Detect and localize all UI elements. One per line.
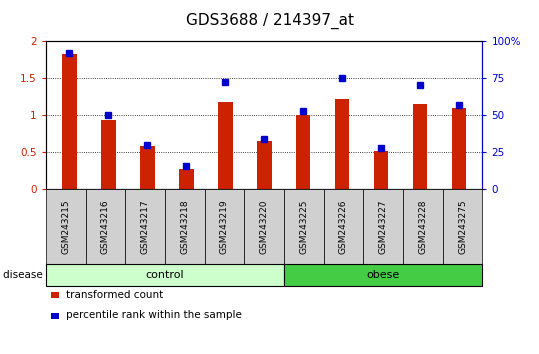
Bar xyxy=(296,115,310,189)
Text: GSM243226: GSM243226 xyxy=(339,199,348,254)
Text: GSM243225: GSM243225 xyxy=(299,199,308,254)
Bar xyxy=(218,102,232,189)
Bar xyxy=(452,108,466,189)
Bar xyxy=(335,99,349,189)
Text: control: control xyxy=(146,270,184,280)
Text: obese: obese xyxy=(367,270,400,280)
Text: GSM243227: GSM243227 xyxy=(379,199,388,254)
Text: GSM243215: GSM243215 xyxy=(61,199,70,254)
Text: transformed count: transformed count xyxy=(66,290,163,299)
Text: GSM243216: GSM243216 xyxy=(101,199,110,254)
Text: GDS3688 / 214397_at: GDS3688 / 214397_at xyxy=(185,12,354,29)
Bar xyxy=(179,169,194,189)
Text: GSM243219: GSM243219 xyxy=(220,199,229,254)
Text: GSM243217: GSM243217 xyxy=(141,199,149,254)
Text: GSM243228: GSM243228 xyxy=(418,199,427,254)
Text: percentile rank within the sample: percentile rank within the sample xyxy=(66,310,241,320)
Bar xyxy=(62,54,77,189)
Text: GSM243218: GSM243218 xyxy=(180,199,189,254)
Bar xyxy=(257,141,272,189)
Bar xyxy=(374,152,389,189)
Bar xyxy=(413,104,427,189)
Text: disease state ▶: disease state ▶ xyxy=(3,270,84,280)
Text: GSM243275: GSM243275 xyxy=(458,199,467,254)
Bar xyxy=(101,120,115,189)
Text: GSM243220: GSM243220 xyxy=(260,199,268,254)
Bar xyxy=(140,146,155,189)
